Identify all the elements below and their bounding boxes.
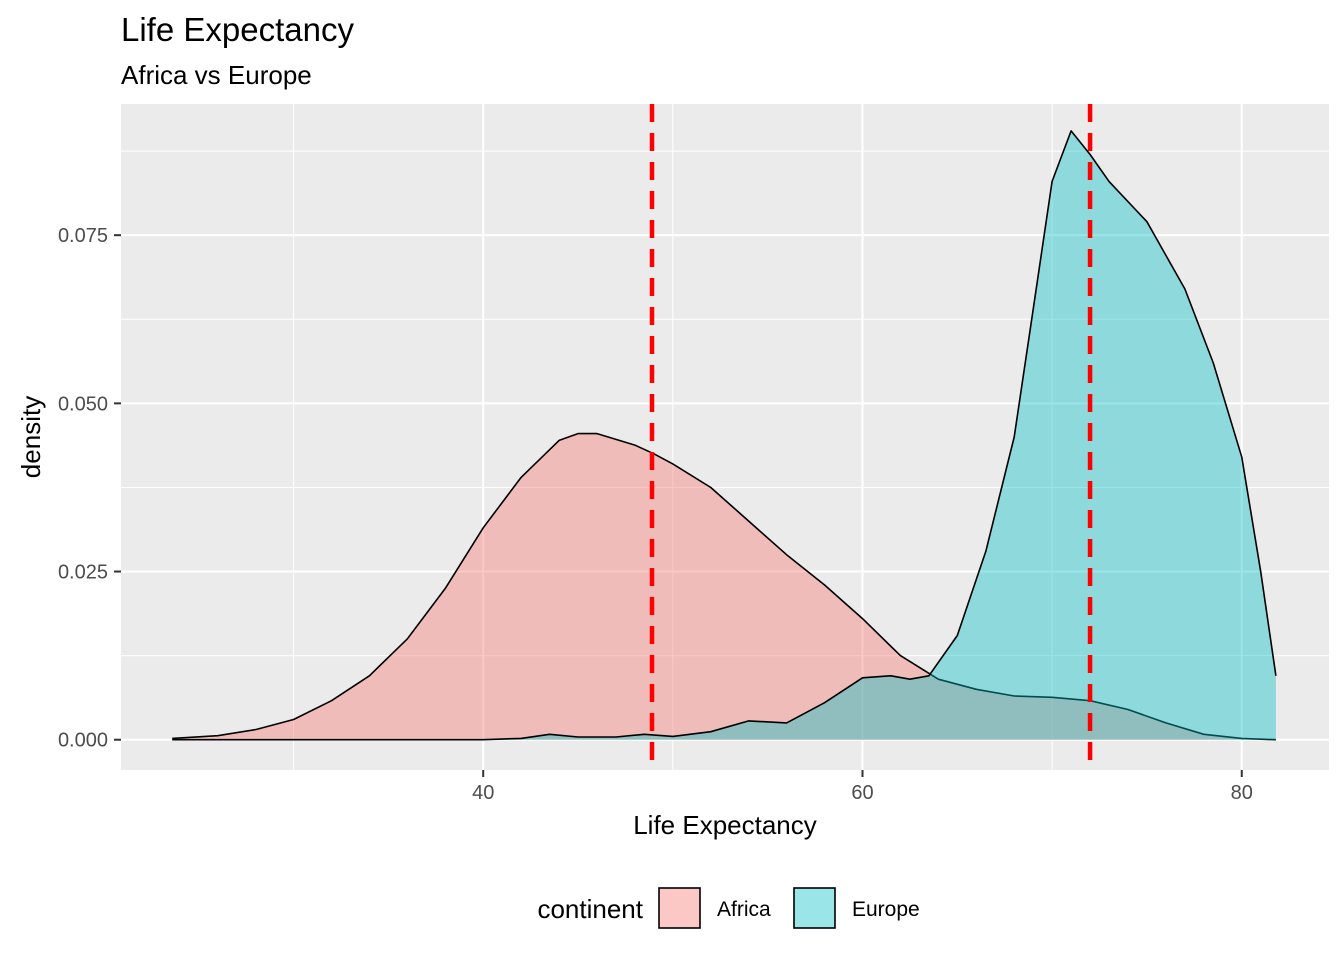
y-tick-label-0-025: 0.025 [58,562,108,584]
legend-key-bg-europe [793,887,836,929]
density-area-africa [172,433,1276,740]
legend-key-bg-africa [658,887,701,929]
density-area-europe [172,130,1276,740]
legend-key-africa [658,887,701,929]
plot-panel [121,104,1329,770]
density-areas [172,130,1277,741]
x-axis-title: Life Expectancy [633,810,817,840]
x-tick-label-40: 40 [472,782,494,804]
legend-label-europe: Europe [852,898,920,921]
axis-ticks [114,234,1243,777]
y-tick-label-0-075: 0.075 [58,225,108,247]
legend-label-africa: Africa [717,898,771,921]
legend: continent Africa Europe [537,887,920,929]
chart-title: Life Expectancy [121,11,354,48]
tick-labels: 40 60 80 0.000 0.025 0.050 0.075 [58,225,1253,804]
y-tick-label-0: 0.000 [58,730,108,752]
grid-minor [121,104,1329,770]
y-tick-label-0-05: 0.050 [58,393,108,415]
legend-title: continent [537,894,643,924]
chart-subtitle: Africa vs Europe [121,60,312,90]
legend-key-europe [793,887,836,929]
x-tick-label-60: 60 [851,782,873,804]
y-axis-title: density [16,396,46,478]
legend-keys: Africa Europe [658,887,920,929]
density-line-europe [172,130,1277,741]
mean-lines [649,104,1093,770]
density-line-africa [172,432,1276,741]
x-tick-label-80: 80 [1231,782,1253,804]
